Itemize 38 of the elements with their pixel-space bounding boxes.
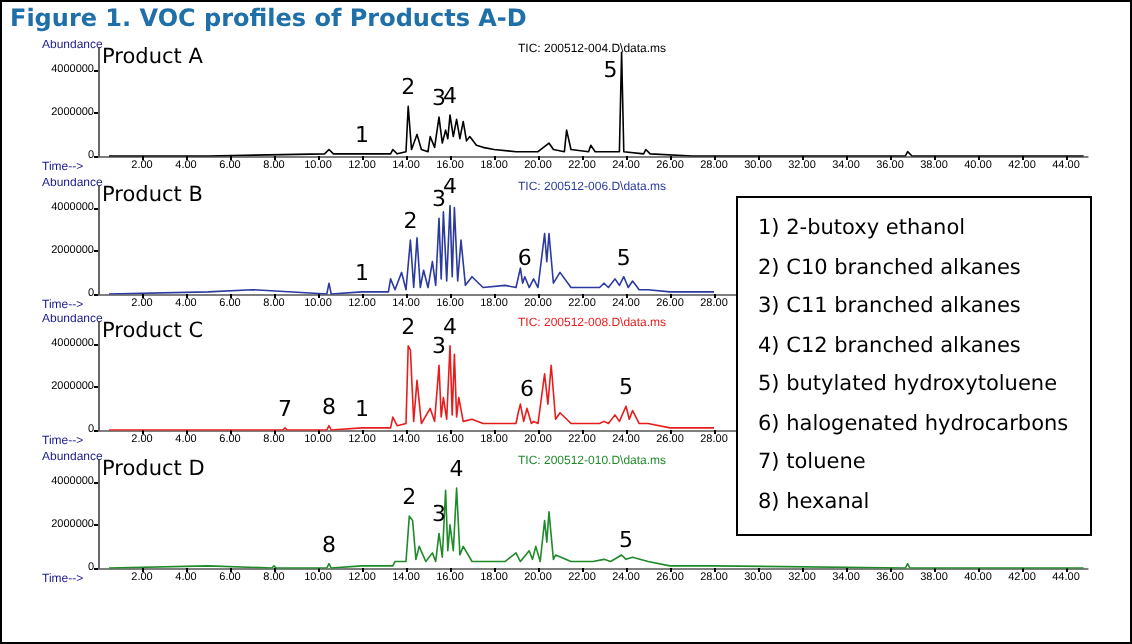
annotation: 4 <box>449 456 464 483</box>
annotation: 2) C10 branched alkanes <box>758 253 1023 283</box>
annotation: 4 <box>443 173 457 200</box>
annotation: 2 <box>401 313 416 340</box>
chart-subtitle: Product B <box>102 183 203 207</box>
annotation: 5 <box>619 527 633 554</box>
line-series <box>108 204 715 295</box>
annotation: 5 <box>619 374 633 401</box>
annotation: 7) toluene <box>758 448 868 478</box>
annotation: 5 <box>616 244 631 271</box>
annotation: 2 <box>403 208 418 234</box>
annotation: 8 <box>322 531 336 558</box>
line-series <box>108 487 1085 569</box>
chart-subtitle: Product C <box>102 319 204 343</box>
annotation: 6) halogenated hydrocarbons <box>758 409 1071 439</box>
annotation: 5) butylated hydroxytoluene <box>758 370 1060 400</box>
annotation: 8 <box>322 393 336 420</box>
annotation: 2 <box>402 484 417 511</box>
annotation: 1 <box>355 121 369 148</box>
annotation: 4 <box>443 82 457 109</box>
annotation: 3 <box>432 333 446 360</box>
chart-title: Figure 1. VOC profiles of Products A-D <box>10 4 527 32</box>
annotation: 1 <box>355 395 369 422</box>
chart-subtitle: Product D <box>102 457 205 481</box>
annotation: 6 <box>520 376 534 403</box>
annotation: 4 <box>443 313 457 340</box>
annotation: 3 <box>432 186 446 213</box>
chart-subtitle: Product A <box>102 45 205 69</box>
annotation: 7 <box>278 395 292 422</box>
annotation: 5 <box>603 57 618 84</box>
annotation: 3) C11 branched alkanes <box>758 292 1023 322</box>
annotation: 4) C12 branched alkanes <box>758 331 1023 361</box>
annotation: 2 <box>401 74 416 101</box>
annotation: 6 <box>517 244 532 271</box>
annotation: 3 <box>432 85 446 112</box>
annotation: 8) hexanal <box>758 487 872 517</box>
annotation: 1) 2-butoxy ethanol <box>758 214 968 244</box>
annotation: 1 <box>355 259 369 286</box>
